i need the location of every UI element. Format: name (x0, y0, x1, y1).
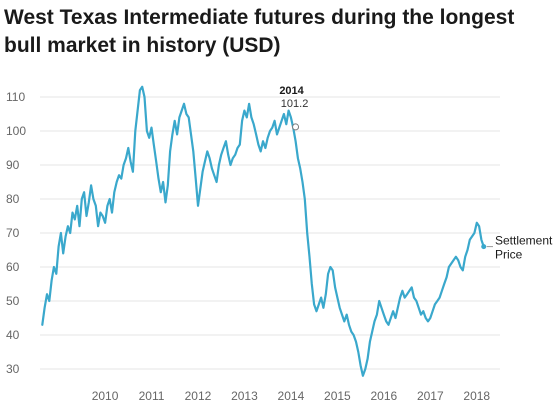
y-tick-label-70: 70 (6, 226, 20, 240)
x-tick-label-2014: 2014 (278, 389, 305, 403)
x-tick-label-2015: 2015 (324, 389, 351, 403)
x-axis-ticks: 2010 2011 2012 2013 2014 2015 2016 2017 2018 (92, 389, 491, 403)
y-tick-label-100: 100 (6, 124, 26, 138)
x-tick-label-2018: 2018 (463, 389, 490, 403)
annotation-point (292, 123, 300, 131)
y-tick-label-30: 30 (6, 362, 20, 376)
annotation-value: 101.2 (281, 98, 309, 110)
gridlines (40, 96, 500, 370)
x-tick-label-2010: 2010 (92, 389, 119, 403)
x-tick-label-2016: 2016 (370, 389, 397, 403)
y-tick-label-110: 110 (6, 90, 25, 104)
chart-title: West Texas Intermediate futures during t… (4, 6, 515, 57)
series-label-line-1: Price (495, 248, 523, 262)
annotation-year: 2014 (279, 85, 304, 97)
y-tick-label-80: 80 (6, 192, 20, 206)
y-tick-label-60: 60 (6, 260, 20, 274)
x-tick-label-2011: 2011 (139, 389, 165, 403)
series-end-point (481, 244, 487, 250)
y-tick-label-90: 90 (6, 158, 20, 172)
x-tick-label-2013: 2013 (231, 389, 258, 403)
series-group (41, 85, 493, 377)
series-line-0 (41, 85, 485, 377)
series-label-line-0: Settlement (495, 234, 553, 248)
x-tick-label-2017: 2017 (417, 389, 444, 403)
x-tick-label-2012: 2012 (185, 389, 212, 403)
y-tick-label-40: 40 (6, 328, 20, 342)
y-axis-ticks: 30 40 50 60 70 80 90 100 110 (6, 90, 26, 376)
y-tick-label-50: 50 (6, 294, 20, 308)
